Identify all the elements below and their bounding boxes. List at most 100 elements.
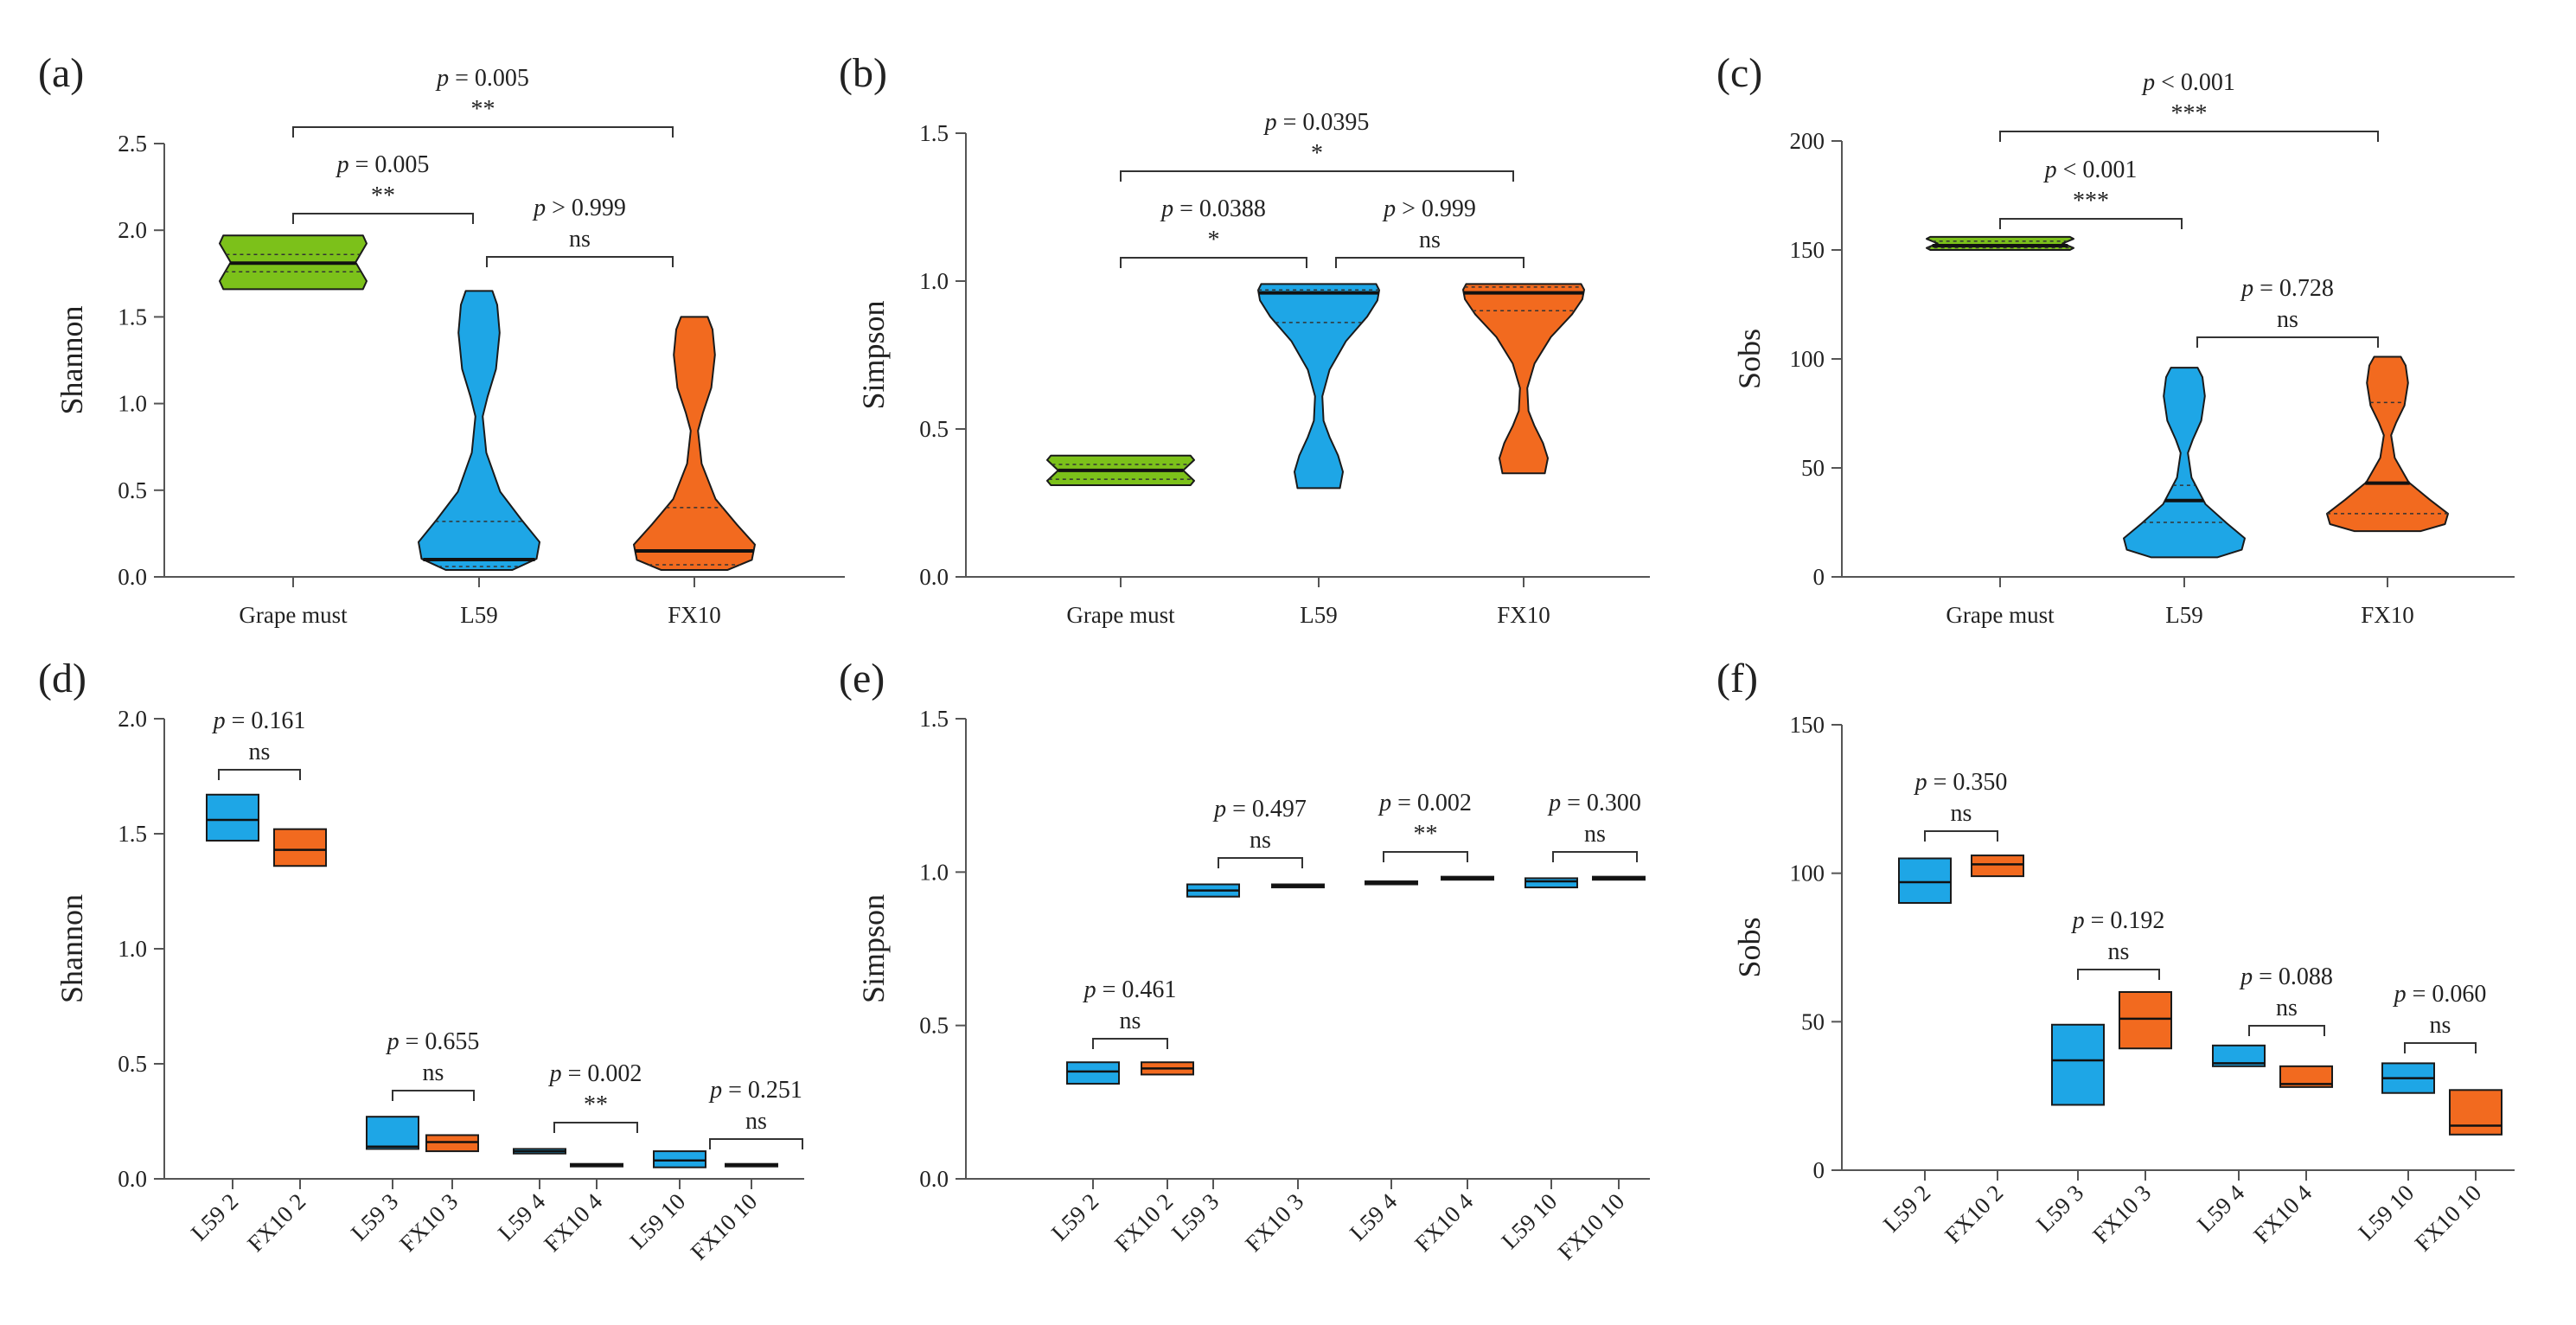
p-value-label: p = 0.005 — [336, 151, 430, 178]
y-tick-label: 2.0 — [118, 217, 147, 243]
significance-bracket — [2248, 1025, 2325, 1036]
p-value-label: p = 0.161 — [212, 707, 306, 734]
p-value-label: p = 0.005 — [435, 65, 529, 92]
x-tick-label: FX10 — [668, 602, 721, 628]
significance-bracket — [1120, 257, 1307, 268]
x-tick-label: FX10 2 — [1940, 1180, 2008, 1248]
p-value-text: = 0.497 — [1226, 796, 1307, 823]
y-axis-label: Shannon — [54, 306, 89, 415]
x-tick-label: Grape must — [1946, 602, 2055, 628]
y-tick-label: 1.0 — [118, 936, 147, 962]
x-tick-label: FX10 — [1497, 602, 1550, 628]
x-tick-label: L59 10 — [1496, 1188, 1562, 1254]
x-tick-label: L59 2 — [1878, 1180, 1935, 1237]
p-value-label: p = 0.251 — [708, 1077, 802, 1104]
box-l59-2 — [1066, 1061, 1120, 1085]
p-value-label: p = 0.002 — [1377, 790, 1472, 816]
box-fx10-2 — [273, 828, 327, 867]
x-tick-label: L59 10 — [2353, 1180, 2419, 1245]
x-tick-label: Grape must — [239, 602, 348, 628]
panel-letter: (f) — [1716, 656, 1758, 701]
p-value-text: = 0.251 — [722, 1077, 802, 1104]
significance-bracket — [1552, 851, 1638, 862]
significance-label: ns — [2277, 306, 2298, 333]
y-tick-label: 0 — [1813, 1157, 1825, 1183]
significance-bracket — [1999, 131, 2379, 142]
box-l59-3 — [2051, 1023, 2105, 1106]
y-tick-label: 50 — [1801, 455, 1825, 481]
p-value-text: = 0.002 — [562, 1060, 642, 1087]
p-value-text: = 0.005 — [449, 65, 529, 92]
x-tick-label: FX10 10 — [686, 1188, 763, 1265]
significance-label: ** — [1414, 821, 1438, 848]
p-value-text: = 0.655 — [400, 1028, 480, 1055]
y-tick-label: 1.5 — [118, 304, 147, 330]
x-tick-label: FX10 3 — [394, 1188, 463, 1257]
p-value-label: p = 0.461 — [1083, 976, 1177, 1003]
p-value-text: = 0.300 — [1561, 790, 1641, 816]
significance-label: ns — [423, 1059, 444, 1086]
p-value-label: p = 0.655 — [386, 1028, 480, 1055]
box-l59-10 — [1525, 877, 1578, 889]
significance-label: ** — [471, 96, 495, 123]
y-tick-label: 1.0 — [118, 391, 147, 417]
y-tick-label: 1.0 — [919, 268, 949, 294]
y-tick-label: 200 — [1790, 128, 1825, 154]
p-value-label: p > 0.999 — [532, 195, 626, 221]
p-value-label: p = 0.350 — [1914, 769, 2008, 796]
x-tick-label: L59 4 — [2192, 1180, 2250, 1238]
box-l59-10 — [653, 1150, 706, 1168]
x-tick-label: L59 — [1300, 602, 1338, 628]
p-value-label: p = 0.728 — [2240, 275, 2334, 302]
x-tick-label: FX10 3 — [1240, 1188, 1308, 1257]
x-tick-label: FX10 10 — [2410, 1180, 2487, 1257]
y-tick-label: 1.5 — [118, 821, 147, 847]
significance-label: ** — [584, 1091, 608, 1118]
significance-bracket — [2404, 1042, 2477, 1053]
significance-label: ns — [569, 226, 591, 253]
significance-bracket — [2077, 969, 2160, 980]
significance-label: ns — [745, 1108, 767, 1135]
significance-bracket — [292, 126, 674, 138]
significance-label: ns — [2108, 938, 2130, 965]
y-tick-label: 1.5 — [919, 706, 949, 732]
significance-bracket — [1335, 257, 1525, 268]
x-tick-label: FX10 10 — [1553, 1188, 1630, 1265]
significance-label: * — [1208, 227, 1220, 253]
panel-letter: (c) — [1716, 50, 1762, 96]
x-tick-label: L59 — [460, 602, 498, 628]
y-tick-label: 0.5 — [919, 1013, 949, 1039]
significance-label: ns — [249, 739, 271, 765]
p-value-text: = 0.088 — [2253, 963, 2333, 990]
box-l59-2 — [1898, 857, 1952, 904]
y-tick-label: 50 — [1801, 1008, 1825, 1034]
p-value-label: p = 0.300 — [1547, 790, 1641, 816]
p-value-label: p = 0.0395 — [1263, 109, 1370, 136]
p-value-text: < 0.001 — [2057, 157, 2138, 183]
significance-bracket — [709, 1138, 803, 1149]
panel-a: (a) Shannon 0.0 0.5 1.0 1.5 2.0 2.5 Grape must L5… — [38, 50, 845, 628]
significance-label: ns — [1584, 821, 1606, 848]
p-value-text: = 0.002 — [1391, 790, 1472, 816]
x-tick-label: L59 — [2165, 602, 2203, 628]
significance-label: ** — [371, 182, 395, 209]
x-tick-label: FX10 4 — [1409, 1188, 1478, 1257]
x-tick-label: FX10 2 — [1109, 1188, 1178, 1257]
x-tick-label: FX10 4 — [2248, 1180, 2317, 1248]
y-tick-label: 150 — [1790, 237, 1825, 263]
significance-bracket — [1383, 851, 1468, 862]
y-axis-label: Sobs — [1732, 329, 1767, 389]
p-value-label: p = 0.002 — [548, 1060, 642, 1087]
y-tick-label: 2.5 — [118, 131, 147, 157]
significance-bracket — [553, 1122, 638, 1133]
p-value-text: = 0.161 — [226, 707, 306, 734]
significance-label: ns — [2276, 995, 2298, 1021]
y-tick-label: 0.5 — [919, 416, 949, 442]
significance-bracket — [486, 256, 674, 267]
x-tick-label: L59 2 — [186, 1188, 243, 1245]
p-value-text: > 0.999 — [1396, 195, 1476, 222]
panel-letter: (a) — [38, 50, 84, 96]
box-fx10-10 — [2449, 1089, 2502, 1136]
significance-label: ns — [1951, 800, 1972, 827]
